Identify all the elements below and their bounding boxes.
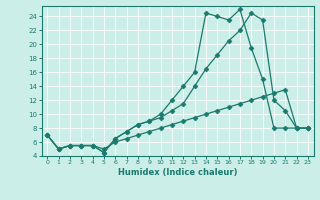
- X-axis label: Humidex (Indice chaleur): Humidex (Indice chaleur): [118, 168, 237, 177]
